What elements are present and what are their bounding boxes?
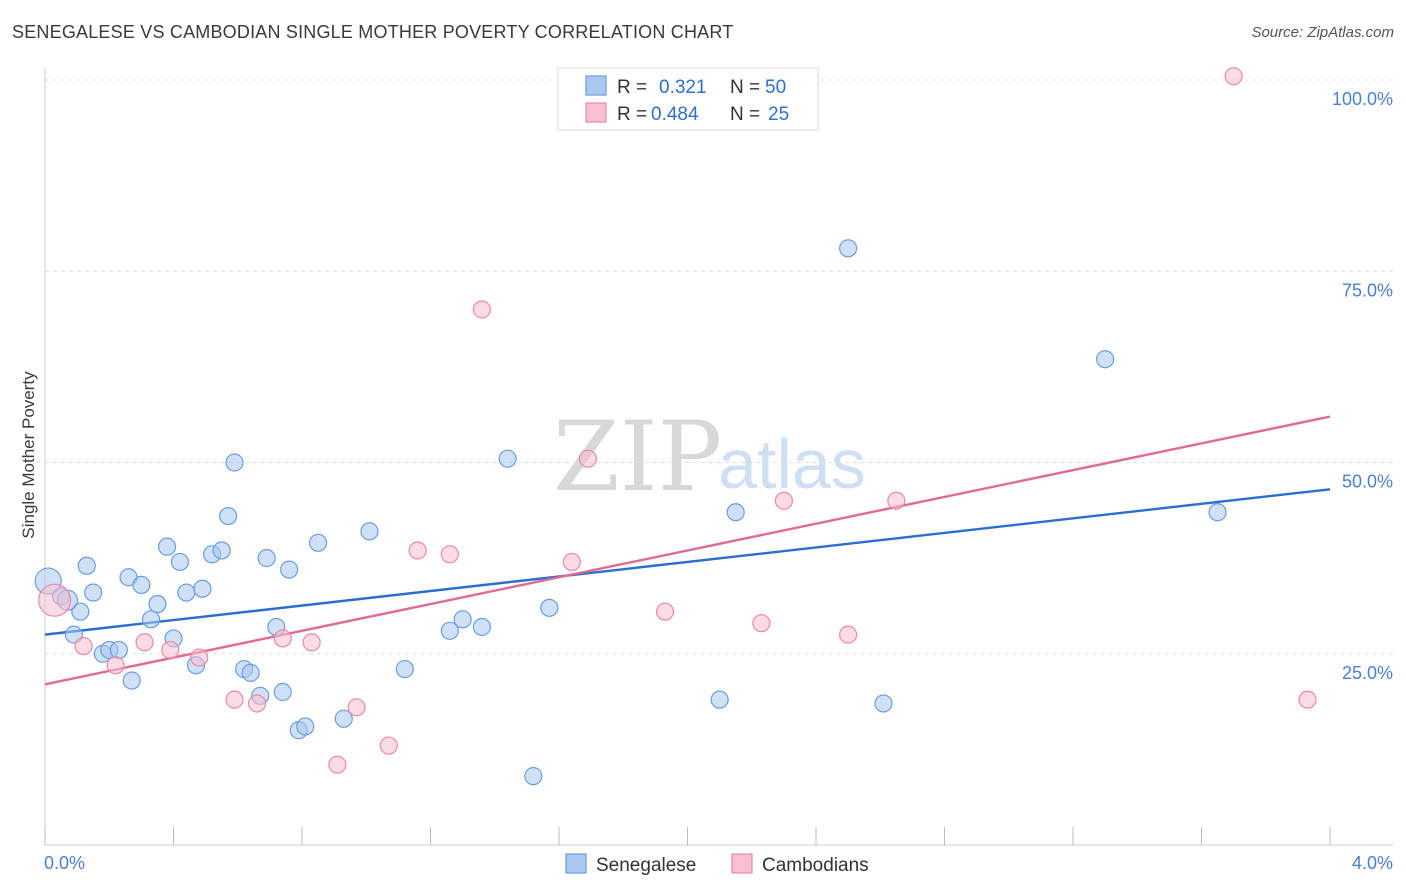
- point-senegalese-36: [395, 659, 414, 679]
- point-senegalese-41: [524, 767, 543, 786]
- point-cambodians-23: [1224, 67, 1243, 86]
- point-senegalese-39: [472, 617, 491, 637]
- point-senegalese-29: [273, 682, 292, 702]
- trend-lines: [44, 415, 1331, 686]
- y-axis-label: Single Mother Poverty: [19, 371, 38, 539]
- point-senegalese-44: [726, 503, 745, 522]
- trend-line-senegalese: [44, 488, 1331, 636]
- bottom-legend: Senegalese Cambodians: [565, 853, 869, 876]
- point-senegalese-33: [308, 533, 328, 552]
- point-senegalese-23: [225, 453, 244, 472]
- legend-n-label-2: N =: [730, 104, 760, 125]
- point-cambodians-19: [752, 614, 771, 633]
- point-cambodians-21: [839, 625, 858, 644]
- point-cambodians-8: [273, 629, 292, 648]
- point-cambodians-5: [190, 648, 209, 667]
- bottom-legend-swatch-cambodians: [731, 853, 753, 874]
- point-senegalese-14: [157, 537, 177, 556]
- y-tick-label-50: 50.0%: [1342, 472, 1393, 492]
- point-cambodians-22: [887, 491, 906, 510]
- point-senegalese-38: [453, 610, 472, 629]
- legend-r-label-1: R =: [617, 77, 647, 98]
- point-cambodians-6: [225, 690, 244, 709]
- point-cambodians-10: [328, 755, 347, 774]
- point-cambodians-1: [74, 636, 93, 656]
- point-senegalese-25: [241, 663, 260, 682]
- point-cambodians-9: [302, 633, 321, 652]
- point-senegalese-35: [360, 522, 379, 541]
- legend-n-label-1: N =: [730, 77, 760, 98]
- point-cambodians-14: [440, 545, 459, 564]
- point-senegalese-22: [219, 506, 238, 526]
- gridlines: [45, 79, 1395, 655]
- point-senegalese-43: [710, 690, 729, 709]
- watermark-zip: ZIP: [553, 401, 722, 513]
- legend-r-label-2: R =: [617, 104, 647, 125]
- point-cambodians-13: [408, 541, 427, 560]
- point-cambodians-7: [247, 694, 267, 713]
- y-tick-label-25: 25.0%: [1342, 663, 1393, 683]
- legend-n-value-1: 50: [765, 77, 786, 98]
- chart-title: SENEGALESE VS CAMBODIAN SINGLE MOTHER PO…: [12, 22, 734, 42]
- bottom-legend-senegalese: Senegalese: [596, 855, 696, 876]
- legend: R = 0.321 N = 50 R = 0.484 N = 25: [557, 67, 819, 131]
- point-cambodians-16: [578, 449, 598, 468]
- legend-n-value-2: 25: [768, 104, 789, 125]
- point-senegalese-46: [874, 694, 893, 713]
- point-senegalese-48: [1208, 503, 1227, 522]
- point-cambodians-18: [655, 602, 675, 621]
- point-senegalese-34: [334, 709, 353, 728]
- source-label: Source: ZipAtlas.com: [1251, 24, 1394, 41]
- point-senegalese-19: [193, 579, 212, 598]
- point-cambodians-24: [1298, 690, 1317, 709]
- y-tick-label-75: 75.0%: [1342, 280, 1393, 300]
- legend-swatch-cambodians: [585, 102, 607, 123]
- point-senegalese-11: [132, 575, 151, 595]
- legend-r-value-2: 0.484: [651, 104, 699, 125]
- point-cambodians-11: [347, 698, 366, 717]
- point-senegalese-40: [498, 449, 517, 468]
- point-senegalese-16: [170, 552, 190, 572]
- point-cambodians-17: [562, 552, 581, 572]
- point-senegalese-5: [84, 583, 103, 602]
- point-cambodians-3: [135, 633, 154, 652]
- point-senegalese-45: [839, 239, 858, 258]
- point-cambodians-20: [774, 491, 793, 510]
- x-tick-label-min: 0.0%: [44, 853, 85, 873]
- point-senegalese-3: [71, 602, 90, 621]
- point-senegalese-12: [141, 610, 161, 629]
- point-senegalese-27: [257, 549, 276, 568]
- watermark-atlas: atlas: [718, 425, 866, 503]
- data-points: [34, 67, 1317, 786]
- point-senegalese-37: [440, 621, 459, 640]
- point-cambodians-4: [161, 640, 180, 660]
- point-cambodians-0: [38, 583, 72, 617]
- x-tick-label-max: 4.0%: [1352, 853, 1393, 873]
- point-senegalese-13: [148, 594, 167, 614]
- point-senegalese-47: [1096, 350, 1115, 369]
- legend-swatch-senegalese: [585, 75, 607, 96]
- legend-r-value-1: 0.321: [659, 77, 707, 98]
- point-senegalese-32: [296, 717, 315, 736]
- point-senegalese-30: [280, 560, 299, 579]
- point-senegalese-42: [540, 598, 559, 617]
- trend-line-cambodians: [44, 415, 1331, 686]
- point-cambodians-12: [379, 736, 398, 755]
- bottom-legend-cambodians: Cambodians: [762, 855, 869, 876]
- point-senegalese-8: [109, 640, 128, 660]
- y-tick-label-100: 100.0%: [1332, 89, 1393, 109]
- axes: 25.0% 50.0% 75.0% 100.0% 0.0% 4.0%: [44, 68, 1393, 873]
- bottom-legend-swatch-senegalese: [565, 853, 587, 874]
- point-cambodians-2: [106, 656, 125, 675]
- point-senegalese-17: [177, 583, 196, 602]
- point-cambodians-15: [472, 300, 491, 319]
- point-senegalese-10: [122, 671, 141, 690]
- point-senegalese-21: [212, 541, 231, 560]
- point-senegalese-4: [77, 556, 96, 575]
